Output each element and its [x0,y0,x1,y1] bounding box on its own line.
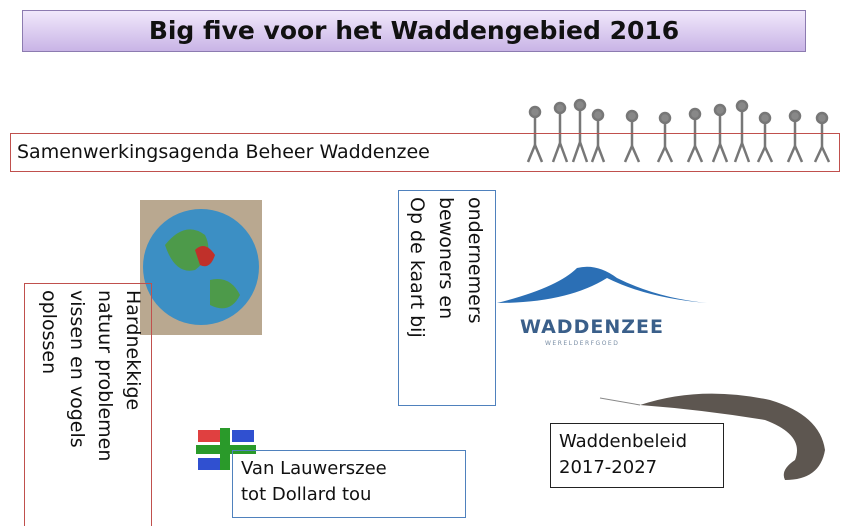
banner: Samenwerkingsagenda Beheer Waddenzee [10,133,840,172]
text-line: bewoners en [431,197,460,399]
globe-image [140,200,262,335]
text-line: Op de kaart bij [402,197,431,399]
text-line: oplossen [35,290,63,526]
text-line: tot Dollard tou [241,482,457,508]
text-line: 2017-2027 [559,455,715,481]
text-line: natuur problemen [91,290,119,526]
text-line: ondernemers [460,197,489,399]
text-line: Hardnekkige [119,290,147,526]
logo-name: WADDENZEE [520,316,664,338]
text-line: Van Lauwerszee [241,456,457,482]
waddenzee-logo [497,267,707,303]
slide: Big five voor het Waddengebied 2016 [0,0,846,526]
text-line: Waddenbeleid [559,429,715,455]
text-line: vissen en vogels [63,290,91,526]
logo-sub: WERELDERFGOED [545,340,619,347]
